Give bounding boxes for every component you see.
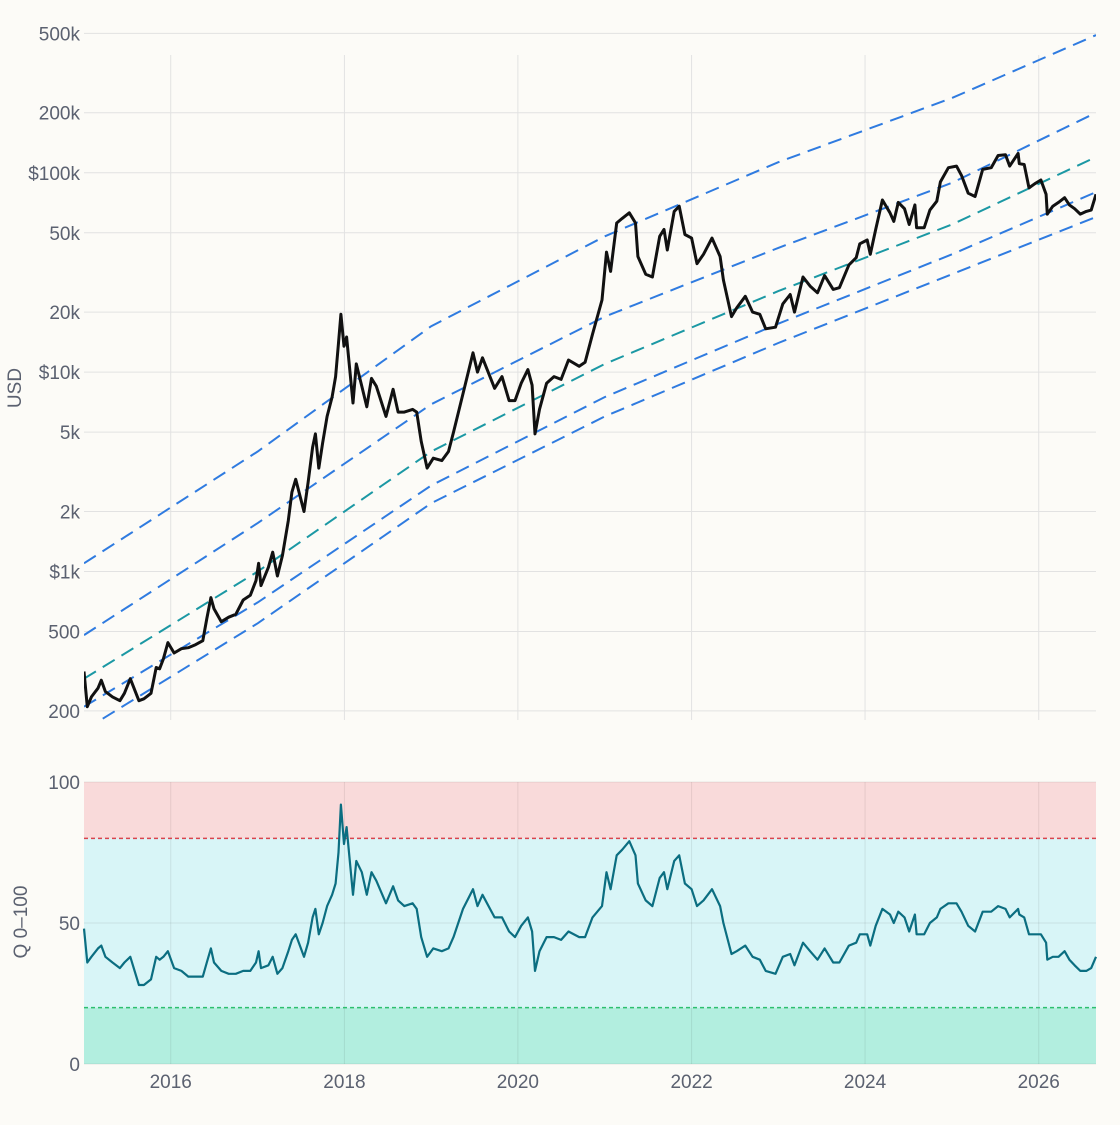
price-y-tick-label: 2k [60,502,81,523]
x-tick-label: 2016 [150,1072,192,1093]
oscillator-y-tick-label: 0 [69,1055,80,1076]
oscillator-zone [84,1007,1096,1064]
price-y-tick-label: 200 [48,702,80,723]
x-tick-label: 2024 [844,1072,887,1093]
price-plot-area [84,34,1096,720]
x-tick-label: 2026 [1018,1072,1060,1093]
price-y-tick-label: 500 [48,623,80,644]
price-y-tick-label: 20k [49,303,80,324]
price-y-tick-label: 200k [39,104,81,125]
price-y-tick-label: 50k [49,224,80,245]
x-tick-label: 2020 [497,1072,539,1093]
oscillator-y-axis-title: Q 0–100 [11,886,32,959]
oscillator-panel: 0 50 100 2016 2018 2020 2022 2024 2026 [48,773,1098,1093]
price-band-line [84,191,1096,708]
x-tick-label: 2022 [670,1072,712,1093]
oscillator-y-tick-label: 50 [59,914,80,935]
price-panel: 200 500 $1k 2k 5k $10k 20k 50k $100k 200k 500k [28,24,1096,723]
price-y-tick-label: $100k [28,164,80,185]
price-band-line [84,156,1096,680]
price-band-line [84,111,1096,636]
x-tick-label: 2018 [323,1072,365,1093]
price-series-line [84,151,1096,709]
price-y-tick-label: $10k [39,363,81,384]
price-y-tick-label: $1k [49,563,80,584]
price-band-line [98,216,1096,720]
price-y-tick-label: 500k [39,24,81,45]
price-y-axis-title: USD [5,368,26,408]
oscillator-zone [84,782,1096,839]
price-band-line [84,34,1096,565]
price-y-tick-label: 5k [60,423,81,444]
oscillator-y-tick-label: 100 [48,773,80,794]
oscillator-series-line [82,803,1098,987]
